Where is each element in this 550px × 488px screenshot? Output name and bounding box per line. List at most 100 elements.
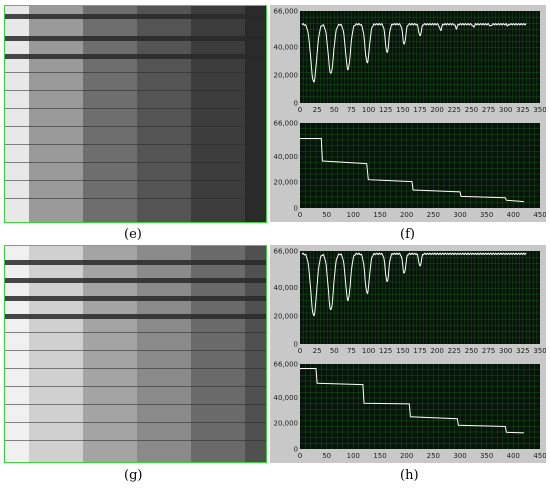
chart-svg: 0 25 50 75 100 125 150 175 200 225 250 275 300 325 350… [274,8,547,115]
x-tick-label: 200 [400,211,413,219]
grayscale-image-e [4,5,267,223]
y-tick-label: 20,000 [274,312,299,320]
series-line [300,138,525,203]
image-line [5,350,266,351]
x-tick-label: 275 [482,347,495,355]
image-line [5,440,266,441]
y-tick-label: 0 [294,205,298,213]
image-band [83,6,137,222]
x-tick-label: 125 [379,106,392,114]
x-tick-label: 150 [396,347,409,355]
image-line [5,162,266,163]
x-tick-label: 0 [298,452,302,460]
chart-svg: 0 50 100 150 200 250 300 350 400 450 0 20,000 40,000… [274,120,547,220]
panel-label-f: (f) [400,227,415,242]
y-tick-label: 66,000 [274,248,299,256]
y-tick-label: 40,000 [274,153,299,161]
x-tick-label: 0 [298,347,302,355]
x-tick-label: 100 [362,106,375,114]
x-tick-label: 175 [413,347,426,355]
x-tick-label: 225 [448,347,461,355]
image-line [5,278,266,283]
y-tick-label: 0 [294,341,298,349]
x-tick-label: 275 [482,106,495,114]
image-band [5,6,29,222]
x-tick-label: 25 [313,106,322,114]
image-line [5,314,266,319]
x-tick-label: 300 [453,452,466,460]
y-tick-label: 66,000 [274,120,299,128]
image-line [5,332,266,333]
image-line [5,404,266,405]
x-tick-label: 75 [347,106,356,114]
plot-area [300,364,540,449]
panel-label-h: (h) [400,468,419,483]
x-tick-label: 175 [413,106,426,114]
image-line [5,422,266,423]
x-tick-label: 250 [427,452,440,460]
x-tick-label: 50 [330,347,339,355]
image-line [5,144,266,145]
series-line [301,252,527,317]
series-line [300,368,525,434]
chart-h-steps: 0 50 100 150 200 250 300 350 400 450 0 20,000 40,000… [270,358,546,463]
x-tick-label: 325 [516,347,529,355]
image-line [5,296,266,301]
x-tick-label: 200 [430,106,443,114]
x-tick-label: 450 [533,452,546,460]
x-tick-label: 150 [373,211,386,219]
x-tick-label: 0 [298,211,302,219]
panel-label-e: (e) [124,227,142,242]
x-tick-label: 100 [362,347,375,355]
x-tick-label: 300 [499,347,512,355]
image-line [5,90,266,91]
x-tick-label: 75 [347,347,356,355]
y-tick-label: 66,000 [274,361,299,369]
x-tick-label: 200 [400,452,413,460]
y-tick-label: 20,000 [274,420,299,428]
plot-area [300,123,540,208]
image-line [5,260,266,265]
image-line [5,14,266,19]
chart-svg: 0 50 100 150 200 250 300 350 400 450 0 20,000 40,000… [274,361,547,461]
y-tick-label: 0 [294,446,298,454]
y-tick-label: 40,000 [274,284,299,292]
x-tick-label: 250 [427,211,440,219]
y-tick-label: 66,000 [274,8,299,16]
y-tick-label: 40,000 [274,44,299,52]
x-tick-label: 50 [322,452,331,460]
x-tick-label: 250 [465,106,478,114]
image-band [137,6,191,222]
x-tick-label: 400 [507,211,520,219]
grayscale-image-g [4,245,267,463]
panel-label-g: (g) [124,468,143,483]
y-tick-label: 0 [294,100,298,108]
image-line [5,126,266,127]
image-line [5,386,266,387]
x-tick-label: 400 [507,452,520,460]
x-tick-label: 350 [480,211,493,219]
x-tick-label: 0 [298,106,302,114]
image-line [5,36,266,41]
x-tick-label: 225 [448,106,461,114]
x-tick-label: 25 [313,347,322,355]
x-tick-label: 250 [465,347,478,355]
x-tick-label: 100 [347,211,360,219]
series-line [301,22,527,83]
x-tick-label: 50 [322,211,331,219]
image-line [5,108,266,109]
image-line [5,72,266,73]
x-tick-label: 450 [533,211,546,219]
image-line [5,54,266,59]
x-tick-label: 100 [347,452,360,460]
x-tick-label: 350 [480,452,493,460]
x-tick-label: 350 [533,106,546,114]
x-tick-label: 300 [453,211,466,219]
image-line [5,198,266,199]
y-tick-label: 40,000 [274,394,299,402]
y-tick-label: 20,000 [274,179,299,187]
chart-h-profile: 0 25 50 75 100 125 150 175 200 225 250 275 300 325 350… [270,245,546,358]
image-band [29,6,83,222]
x-tick-label: 350 [533,347,546,355]
x-tick-label: 200 [430,347,443,355]
